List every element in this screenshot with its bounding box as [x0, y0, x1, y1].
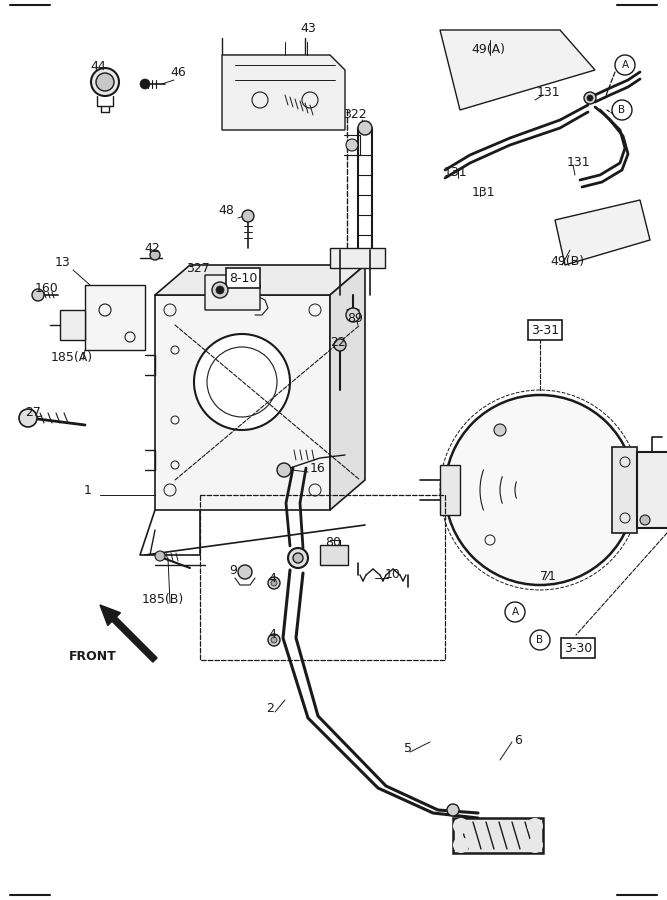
Text: 42: 42: [144, 241, 160, 255]
Polygon shape: [60, 310, 85, 340]
Text: 322: 322: [344, 109, 367, 122]
Circle shape: [505, 602, 525, 622]
Polygon shape: [440, 30, 595, 110]
Polygon shape: [320, 545, 348, 565]
Text: 1: 1: [84, 483, 92, 497]
Circle shape: [277, 463, 291, 477]
Circle shape: [346, 308, 360, 322]
Text: 185(A): 185(A): [51, 350, 93, 364]
Text: 22: 22: [330, 336, 346, 348]
Polygon shape: [205, 275, 260, 310]
Circle shape: [612, 100, 632, 120]
Circle shape: [453, 837, 469, 853]
Text: 48: 48: [218, 203, 234, 217]
Text: 2: 2: [266, 701, 274, 715]
Text: 131: 131: [471, 186, 495, 200]
Circle shape: [334, 339, 346, 351]
Text: 89: 89: [347, 311, 363, 325]
Text: 8-10: 8-10: [229, 272, 257, 284]
Text: 131: 131: [536, 86, 560, 98]
Circle shape: [494, 424, 506, 436]
Text: FRONT: FRONT: [69, 651, 117, 663]
Circle shape: [155, 551, 165, 561]
Text: 5: 5: [404, 742, 412, 754]
Circle shape: [268, 634, 280, 646]
Circle shape: [293, 553, 303, 563]
Text: 49(B): 49(B): [550, 256, 584, 268]
Text: 44: 44: [90, 60, 106, 74]
Text: 9: 9: [229, 563, 237, 577]
Polygon shape: [453, 818, 543, 853]
Text: 131: 131: [443, 166, 467, 179]
Text: 4: 4: [268, 572, 276, 584]
Circle shape: [238, 565, 252, 579]
Polygon shape: [330, 248, 385, 268]
Circle shape: [615, 55, 635, 75]
Text: 185(B): 185(B): [142, 593, 184, 607]
Polygon shape: [155, 265, 365, 295]
FancyArrow shape: [100, 605, 157, 662]
Polygon shape: [440, 465, 460, 515]
Polygon shape: [155, 295, 330, 510]
Text: 3-31: 3-31: [531, 323, 559, 337]
Circle shape: [527, 837, 543, 853]
Text: 10: 10: [385, 569, 401, 581]
Text: 27: 27: [25, 407, 41, 419]
Polygon shape: [222, 55, 345, 130]
Polygon shape: [637, 452, 667, 528]
Circle shape: [288, 548, 308, 568]
Circle shape: [216, 286, 224, 294]
Text: 3-30: 3-30: [564, 642, 592, 654]
Text: 16: 16: [310, 462, 326, 474]
Circle shape: [447, 804, 459, 816]
Text: 4: 4: [268, 628, 276, 642]
Circle shape: [96, 73, 114, 91]
Text: B: B: [618, 105, 626, 115]
Text: A: A: [622, 60, 628, 70]
Circle shape: [32, 289, 44, 301]
Circle shape: [150, 250, 160, 260]
Circle shape: [212, 282, 228, 298]
Circle shape: [587, 95, 593, 101]
Circle shape: [453, 818, 469, 834]
Circle shape: [346, 139, 358, 151]
Text: 13: 13: [55, 256, 71, 269]
Text: 71: 71: [540, 571, 556, 583]
Text: 49(A): 49(A): [471, 43, 505, 57]
Text: 131: 131: [566, 157, 590, 169]
Polygon shape: [612, 447, 637, 533]
Polygon shape: [330, 265, 365, 510]
Circle shape: [358, 121, 372, 135]
Circle shape: [584, 92, 596, 104]
Polygon shape: [85, 285, 145, 350]
Circle shape: [140, 79, 150, 89]
Circle shape: [530, 630, 550, 650]
Circle shape: [19, 409, 37, 427]
Text: 80: 80: [325, 536, 341, 550]
Text: 43: 43: [300, 22, 316, 34]
Text: A: A: [512, 607, 518, 617]
Polygon shape: [555, 200, 650, 265]
Circle shape: [271, 580, 277, 586]
Circle shape: [527, 818, 543, 834]
Text: 327: 327: [186, 262, 210, 274]
Circle shape: [640, 515, 650, 525]
Circle shape: [445, 395, 635, 585]
Text: 160: 160: [35, 282, 59, 294]
Circle shape: [242, 210, 254, 222]
Circle shape: [268, 577, 280, 589]
Text: B: B: [536, 635, 544, 645]
Circle shape: [271, 637, 277, 643]
Circle shape: [194, 334, 290, 430]
Text: 46: 46: [170, 67, 186, 79]
Circle shape: [91, 68, 119, 96]
Text: 6: 6: [514, 734, 522, 746]
